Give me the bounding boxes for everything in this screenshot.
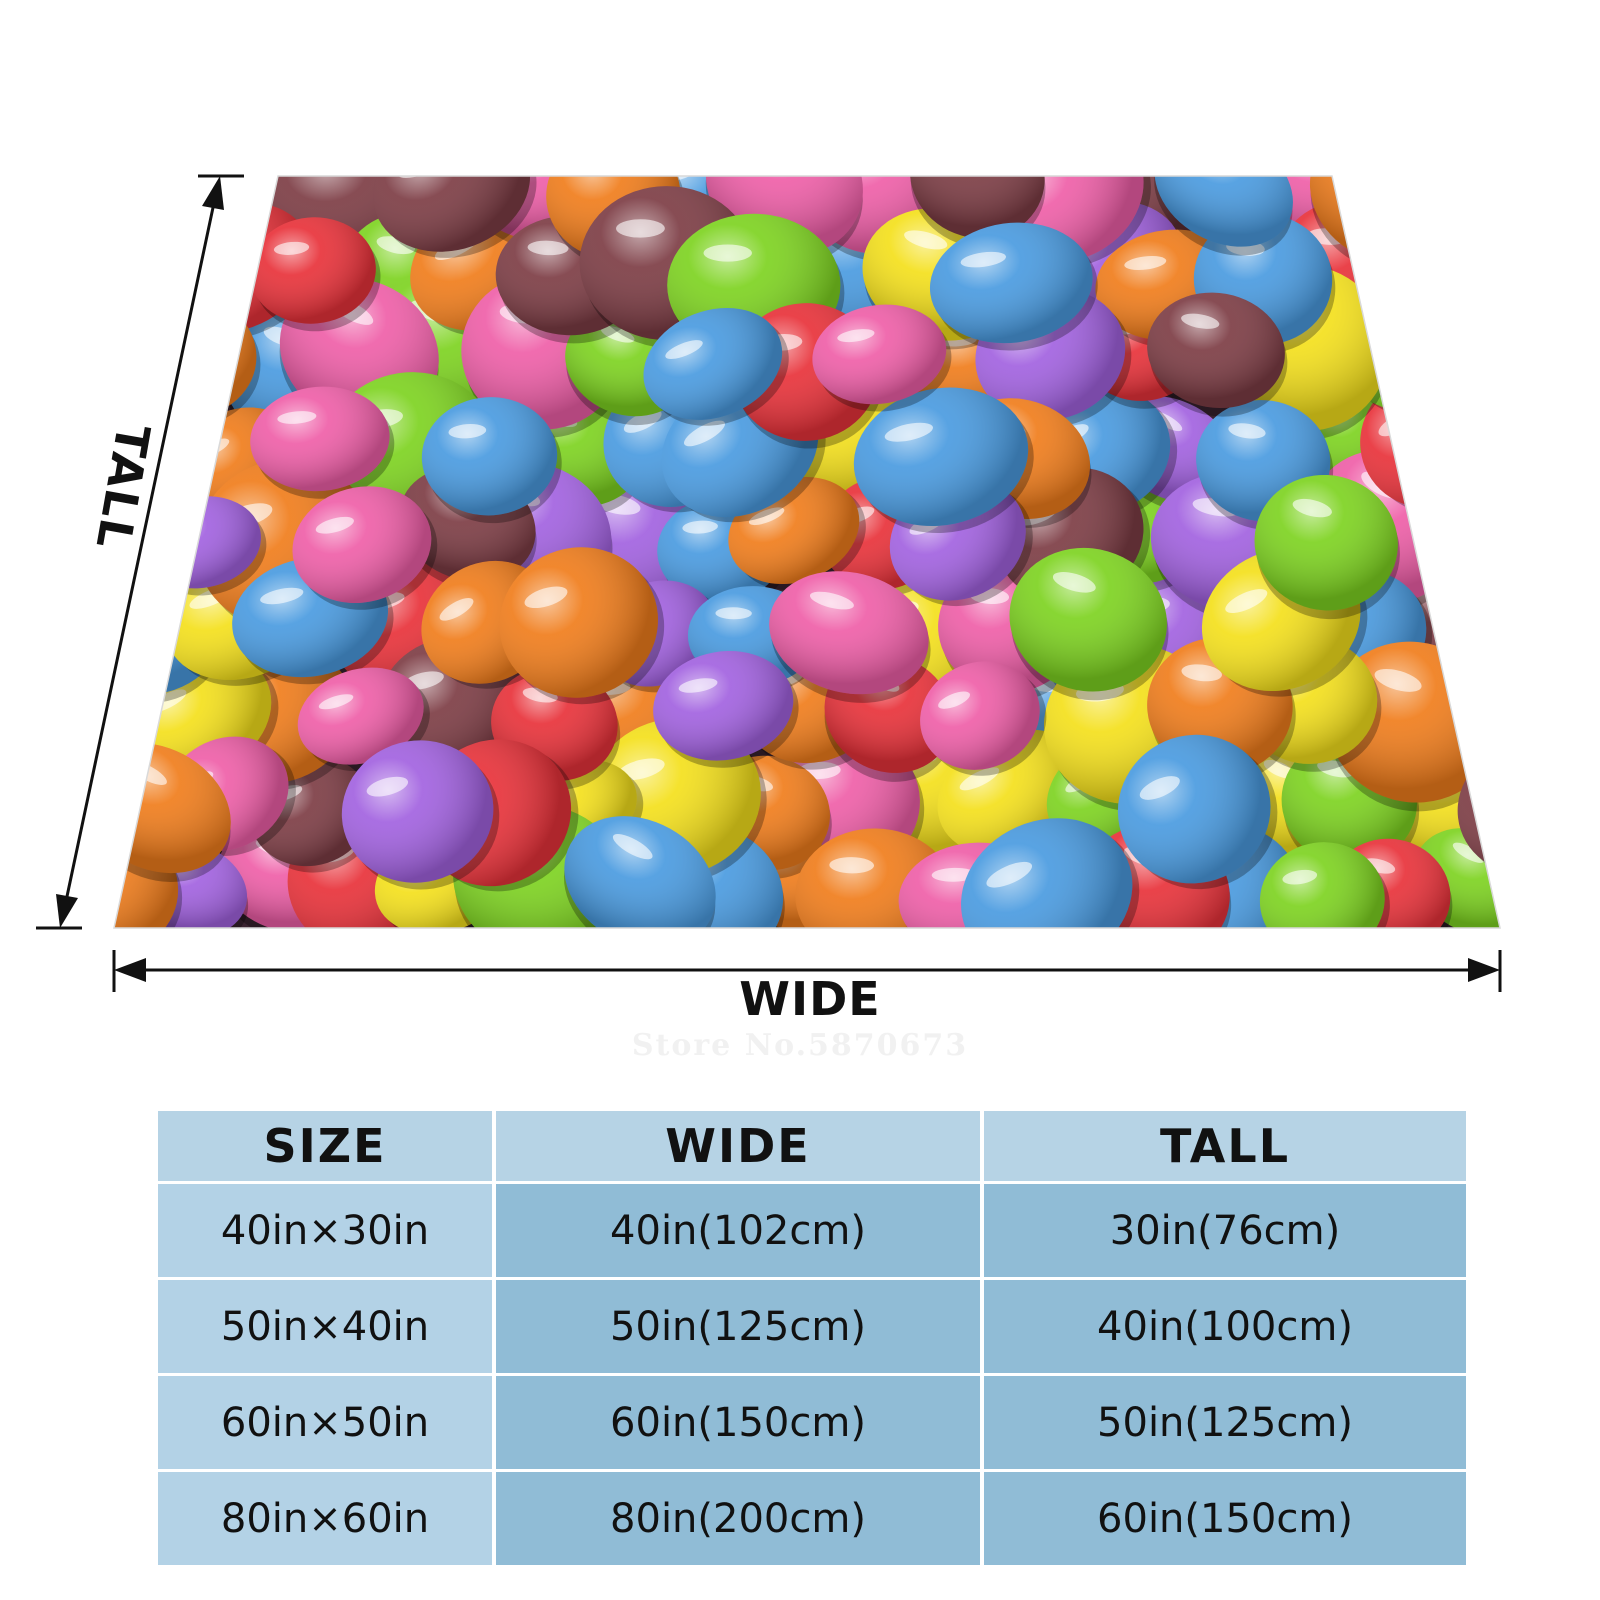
candy [373,176,537,258]
wide-label: WIDE [739,972,881,1026]
candy [812,304,952,412]
candy [929,222,1098,351]
store-watermark: Store No.5870673 [631,1028,969,1063]
candy [1467,402,1500,510]
table-row: 80in×60in 80in(200cm) 60in(150cm) [158,1472,1466,1565]
candy [114,290,171,417]
candy [1009,547,1169,701]
table-row: 50in×40in 50in(125cm) 40in(100cm) [158,1280,1466,1373]
candy [653,651,799,768]
cell-wide: 60in(150cm) [496,1376,980,1469]
blanket-diagram [36,174,1502,992]
candy [1254,474,1400,620]
candy [853,387,1034,534]
candy [563,816,716,928]
cell-wide: 50in(125cm) [496,1280,980,1373]
candy [250,386,395,499]
header-wide: WIDE [496,1111,980,1181]
candy [961,818,1140,928]
cell-wide: 40in(102cm) [496,1184,980,1277]
cell-size: 50in×40in [158,1280,492,1373]
candy [249,217,381,332]
candy [1477,583,1500,696]
candy [1402,313,1500,441]
cell-size: 60in×50in [158,1376,492,1469]
candy [499,547,665,705]
candy [1117,734,1278,890]
size-table: SIZE WIDE TALL 40in×30in 40in(102cm) 30i… [154,1108,1470,1568]
cell-tall: 50in(125cm) [984,1376,1466,1469]
candy [1147,292,1288,417]
candy [1259,842,1390,928]
candy [421,397,562,524]
candy [1370,205,1500,336]
cell-wide: 80in(200cm) [496,1472,980,1565]
cell-size: 40in×30in [158,1184,492,1277]
candy [1460,198,1500,351]
candy [341,740,500,890]
candy [909,176,1046,248]
candy [1154,176,1293,256]
candy [920,661,1047,776]
blanket-print-area [114,176,1500,928]
candy [1413,176,1500,227]
cell-tall: 60in(150cm) [984,1472,1466,1565]
candy [643,307,789,426]
header-size: SIZE [158,1111,492,1181]
candy [769,571,931,703]
header-tall: TALL [984,1111,1466,1181]
cell-tall: 30in(76cm) [984,1184,1466,1277]
cell-size: 80in×60in [158,1472,492,1565]
cell-tall: 40in(100cm) [984,1280,1466,1373]
tall-dimension-arrow [36,174,244,930]
table-row: 40in×30in 40in(102cm) 30in(76cm) [158,1184,1466,1277]
wide-dimension-arrow [112,950,1502,992]
candy-pattern [114,176,1500,928]
candy [292,486,438,610]
table-row: 60in×50in 60in(150cm) 50in(125cm) [158,1376,1466,1469]
candy [114,176,178,245]
candy [297,667,430,772]
size-table-header: SIZE WIDE TALL [158,1111,1466,1181]
